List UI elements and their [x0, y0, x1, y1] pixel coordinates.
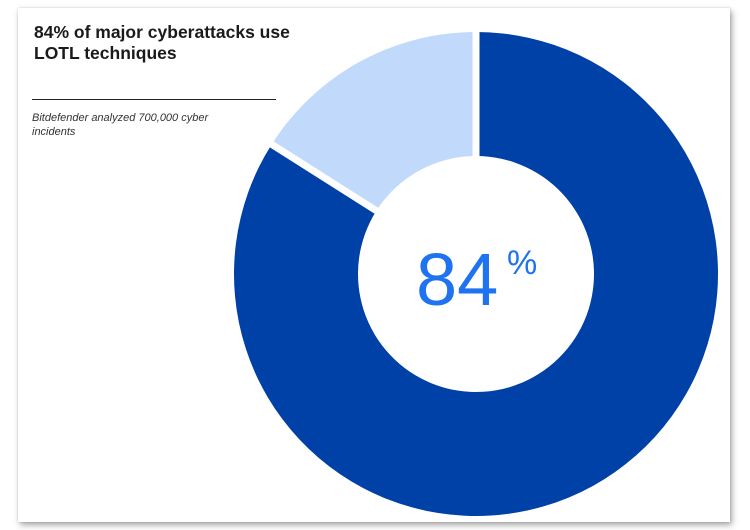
slice-lotl: [233, 32, 719, 516]
title-divider: [32, 99, 276, 100]
center-label: 84 %: [416, 238, 538, 321]
chart-card: 84% of major cyberattacks use LOTL techn…: [18, 8, 730, 522]
slice-other: [271, 32, 476, 211]
source-note: Bitdefender analyzed 700,000 cyber incid…: [32, 112, 209, 138]
donut-chart: [233, 30, 719, 516]
chart-title: 84% of major cyberattacks use LOTL techn…: [34, 22, 290, 63]
center-unit: %: [507, 244, 538, 282]
slice-separator: [268, 140, 380, 215]
center-value: 84: [416, 238, 499, 321]
